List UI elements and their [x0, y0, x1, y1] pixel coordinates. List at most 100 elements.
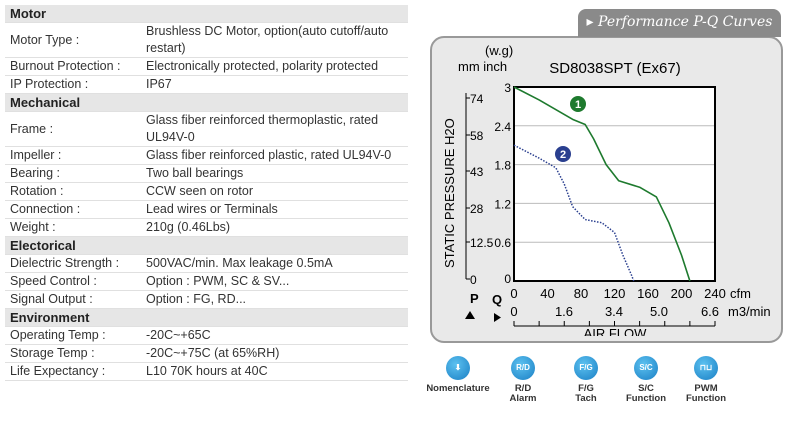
- spec-value: CCW seen on rotor: [141, 182, 408, 201]
- x-tick-label: 80: [574, 286, 588, 301]
- spec-row: IP Protection : IP67: [5, 75, 408, 94]
- series-badge-label: 1: [575, 99, 581, 111]
- spec-row: Motor Type : Brushless DC Motor, option(a…: [5, 22, 408, 58]
- x-axis-title: AIR FLOW: [584, 326, 648, 336]
- spec-label: Operating Temp :: [5, 326, 141, 345]
- spec-value: Brushless DC Motor, option(auto cutoff/a…: [141, 22, 408, 58]
- spec-label: Connection :: [5, 200, 141, 219]
- spec-label: Storage Temp :: [5, 344, 141, 363]
- spec-row: Frame : Glass fiber reinforced thermoplas…: [5, 111, 408, 147]
- series-line-2: [513, 144, 635, 282]
- icon-sublabel: Tach: [575, 393, 597, 404]
- icon-label: F/G: [578, 383, 594, 394]
- spec-row: Bearing : Two ball bearings: [5, 164, 408, 183]
- spec-row: Life Expectancy : L10 70K hours at 40C: [5, 362, 408, 381]
- mm-tick-label: 43: [470, 165, 484, 179]
- mm-tick-label: 0: [470, 273, 477, 287]
- x2-tick-label: 1.6: [555, 304, 573, 319]
- icon-link-3[interactable]: S/C S/C Function: [611, 356, 681, 404]
- spec-row: Burnout Protection : Electronically prote…: [5, 57, 408, 76]
- plot-frame: [513, 86, 716, 282]
- plot-area: [514, 87, 715, 281]
- x-tick-label: 200: [671, 286, 693, 301]
- icon-link-1[interactable]: R/D R/D Alarm: [488, 356, 558, 404]
- spec-row: Speed Control : Option : PWM, SC & SV...: [5, 272, 408, 291]
- spec-label: Speed Control :: [5, 272, 141, 291]
- spec-value: Option : FG, RD...: [141, 290, 408, 309]
- icon-label: Nomenclature: [426, 383, 490, 394]
- icon-link-4[interactable]: ⊓⊔ PWM Function: [671, 356, 741, 404]
- spec-label: Frame :: [5, 111, 141, 147]
- feature-icon: R/D: [511, 356, 535, 380]
- feature-icon: F/G: [574, 356, 598, 380]
- spec-row: Dielectric Strength :500VAC/min. Max lea…: [5, 254, 408, 273]
- y-tick-label: 1.2: [494, 197, 511, 211]
- x2-unit: m3/min: [728, 304, 771, 319]
- section-title: Electorical: [5, 236, 408, 255]
- x-tick-label: 240: [704, 286, 726, 301]
- section-title: Mechanical: [5, 93, 408, 112]
- p-label: P: [470, 291, 479, 306]
- spec-value: Option : PWM, SC & SV...: [141, 272, 408, 291]
- x2-tick-label: 5.0: [650, 304, 668, 319]
- icon-sublabel: Function: [625, 393, 667, 404]
- icon-label: S/C: [638, 383, 654, 394]
- section-header: Environment: [5, 308, 408, 327]
- spec-value: -20C~+65C: [141, 326, 408, 345]
- spec-row: Operating Temp : -20C~+65C: [5, 326, 408, 345]
- feature-icon: ⬇: [446, 356, 470, 380]
- q-arrow-icon: [494, 313, 501, 322]
- series-badge-2: [555, 146, 571, 162]
- spec-value: Two ball bearings: [141, 164, 408, 183]
- icon-sublabel: Alarm: [509, 393, 537, 404]
- spec-value: Electronically protected, polarity prote…: [141, 57, 408, 76]
- x-tick-label: 120: [604, 286, 626, 301]
- mm-tick-label: 58: [470, 129, 484, 143]
- y-units: mm inch: [458, 59, 507, 74]
- x-tick-label: 40: [540, 286, 554, 301]
- series-line-1: [513, 86, 691, 282]
- x-tick-label: 160: [637, 286, 659, 301]
- p-arrow-icon: [465, 311, 475, 319]
- spec-value: IP67: [141, 75, 408, 94]
- spec-row: Weight :210g (0.46Lbs): [5, 218, 408, 237]
- y-tick-label: 1.8: [494, 159, 511, 173]
- spec-label: Life Expectancy :: [5, 362, 141, 381]
- y-tick-label: 2.4: [494, 120, 511, 134]
- section-header: Electorical: [5, 236, 408, 255]
- feature-icon: S/C: [634, 356, 658, 380]
- y-unit-top: (w.g): [485, 43, 513, 58]
- spec-label: Rotation :: [5, 182, 141, 201]
- spec-label: Motor Type :: [5, 22, 141, 58]
- spec-label: Dielectric Strength :: [5, 254, 141, 273]
- mm-tick-label: 12.5: [470, 236, 494, 250]
- section-header: Motor: [5, 5, 408, 23]
- panel-tab-title: Performance P-Q Curves: [598, 14, 773, 30]
- y-tick-label: 0.6: [494, 236, 511, 250]
- x2-tick-label: 0: [510, 304, 517, 319]
- spec-label: Impeller :: [5, 146, 141, 165]
- x2-tick-label: 3.4: [605, 304, 623, 319]
- series-badge-label: 2: [560, 149, 566, 161]
- spec-value: 500VAC/min. Max leakage 0.5mA: [141, 254, 408, 273]
- spec-value: Glass fiber reinforced plastic, rated UL…: [141, 146, 408, 165]
- spec-row: Signal Output : Option : FG, RD...: [5, 290, 408, 309]
- spec-value: 210g (0.46Lbs): [141, 218, 408, 237]
- panel-tab: ▸ Performance P-Q Curves: [578, 9, 781, 37]
- spec-row: Rotation : CCW seen on rotor: [5, 182, 408, 201]
- section-title: Environment: [5, 308, 408, 327]
- spec-label: IP Protection :: [5, 75, 141, 94]
- spec-label: Bearing :: [5, 164, 141, 183]
- y-tick-label: 0: [504, 272, 511, 286]
- mm-tick-label: 28: [470, 202, 484, 216]
- icon-sublabel: Function: [685, 393, 727, 404]
- spec-value: -20C~+75C (at 65%RH): [141, 344, 408, 363]
- spec-row: Storage Temp : -20C~+75C (at 65%RH): [5, 344, 408, 363]
- icon-label: R/D: [514, 383, 532, 394]
- spec-table: Motor Motor Type : Brushless DC Motor, opt…: [5, 5, 408, 381]
- icon-link-2[interactable]: F/G F/G Tach: [551, 356, 621, 404]
- icon-link-0[interactable]: ⬇ Nomenclature: [423, 356, 493, 394]
- pq-chart: 0 0.6 1.2 1.8 2.4 3 0 12.5 28 43 58 74 STATIC PRESSU…: [442, 43, 771, 336]
- spec-label: Burnout Protection :: [5, 57, 141, 76]
- chart-title: SD8038SPT (Ex67): [549, 60, 680, 77]
